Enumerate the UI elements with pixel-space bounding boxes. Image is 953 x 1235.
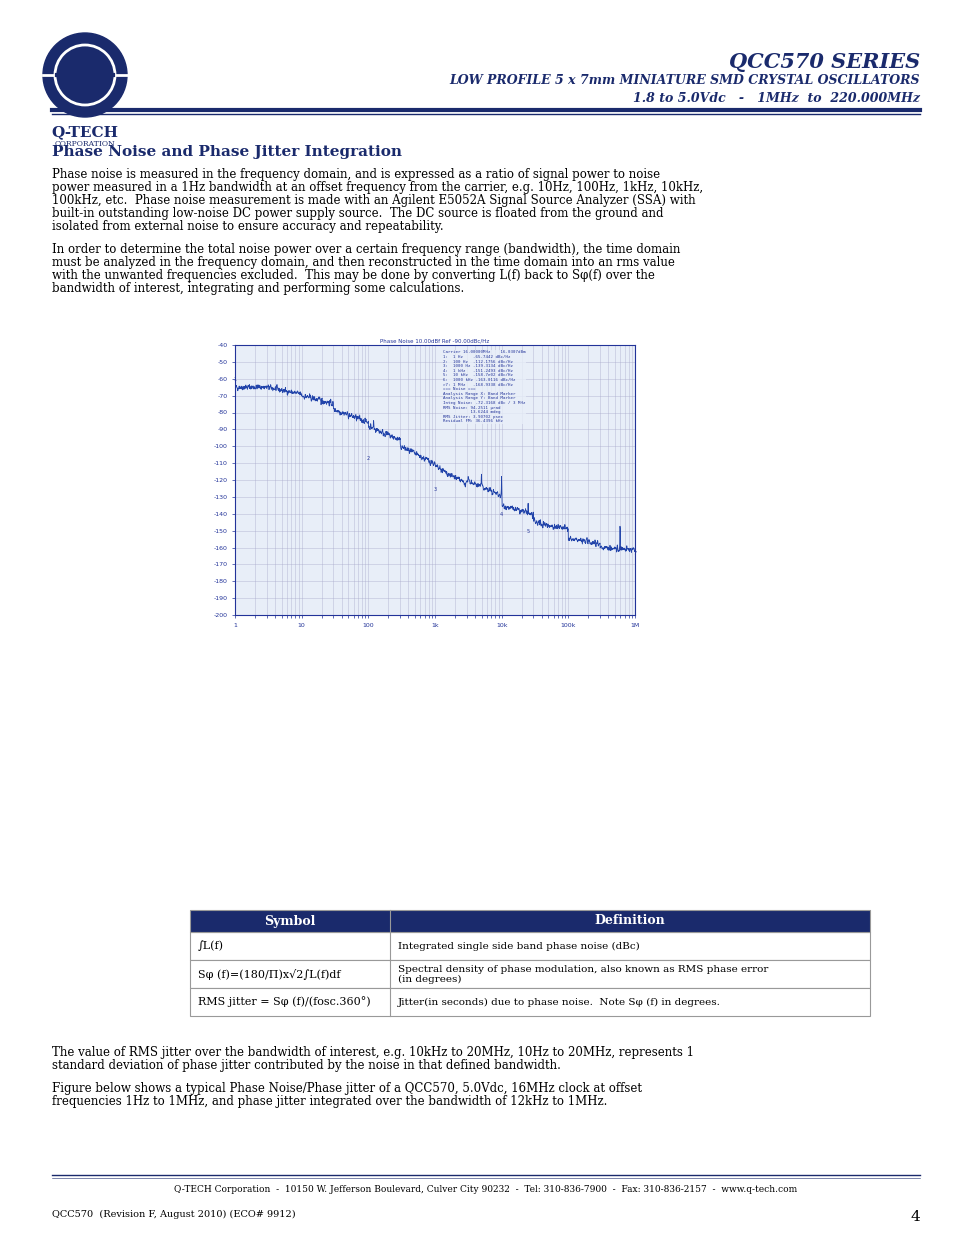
Text: Symbol: Symbol xyxy=(264,914,315,927)
Text: 4: 4 xyxy=(499,513,502,517)
Text: bandwidth of interest, integrating and performing some calculations.: bandwidth of interest, integrating and p… xyxy=(52,282,464,295)
Text: with the unwanted frequencies excluded.  This may be done by converting L(f) bac: with the unwanted frequencies excluded. … xyxy=(52,269,654,282)
Text: isolated from external noise to ensure accuracy and repeatability.: isolated from external noise to ensure a… xyxy=(52,220,443,233)
Circle shape xyxy=(43,33,127,117)
Text: ∫L(f): ∫L(f) xyxy=(198,941,224,951)
Text: 3: 3 xyxy=(433,487,436,492)
Text: Sφ (f)=(180/Π)x√2∫L(f)df: Sφ (f)=(180/Π)x√2∫L(f)df xyxy=(198,968,340,979)
Text: built-in outstanding low-noise DC power supply source.  The DC source is floated: built-in outstanding low-noise DC power … xyxy=(52,207,662,220)
Text: LOW PROFILE 5 x 7mm MINIATURE SMD CRYSTAL OSCILLATORS: LOW PROFILE 5 x 7mm MINIATURE SMD CRYSTA… xyxy=(449,74,919,86)
Text: (in degrees): (in degrees) xyxy=(397,974,461,983)
Bar xyxy=(190,932,869,960)
Text: Q-TECH Corporation  -  10150 W. Jefferson Boulevard, Culver City 90232  -  Tel: : Q-TECH Corporation - 10150 W. Jefferson … xyxy=(174,1186,797,1194)
Text: 4: 4 xyxy=(909,1210,919,1224)
Text: Jitter(in seconds) due to phase noise.  Note Sφ (f) in degrees.: Jitter(in seconds) due to phase noise. N… xyxy=(397,998,720,1007)
Text: frequencies 1Hz to 1MHz, and phase jitter integrated over the bandwidth of 12kHz: frequencies 1Hz to 1MHz, and phase jitte… xyxy=(52,1095,607,1108)
Text: In order to determine the total noise power over a certain frequency range (band: In order to determine the total noise po… xyxy=(52,243,679,256)
Text: QCC570  (Revision F, August 2010) (ECO# 9912): QCC570 (Revision F, August 2010) (ECO# 9… xyxy=(52,1210,295,1219)
Text: Spectral density of phase modulation, also known as RMS phase error: Spectral density of phase modulation, al… xyxy=(397,965,767,973)
Text: RMS jitter = Sφ (f)/(fosc.360°): RMS jitter = Sφ (f)/(fosc.360°) xyxy=(198,997,370,1008)
Text: must be analyzed in the frequency domain, and then reconstructed in the time dom: must be analyzed in the frequency domain… xyxy=(52,256,674,269)
Text: Figure below shows a typical Phase Noise/Phase jitter of a QCC570, 5.0Vdc, 16MHz: Figure below shows a typical Phase Noise… xyxy=(52,1082,641,1095)
Text: Carrier 16.00000MHz    16.0307dBm
1:  1 Hz    -65.7442 dBc/Hz
2:  100 Hz  -112.1: Carrier 16.00000MHz 16.0307dBm 1: 1 Hz -… xyxy=(442,351,525,424)
Text: QCC570 SERIES: QCC570 SERIES xyxy=(728,52,919,72)
Text: 6: 6 xyxy=(618,546,621,551)
Text: 1: 1 xyxy=(233,377,236,382)
Text: Integrated single side band phase noise (dBc): Integrated single side band phase noise … xyxy=(397,941,639,951)
Text: The value of RMS jitter over the bandwidth of interest, e.g. 10kHz to 20MHz, 10H: The value of RMS jitter over the bandwid… xyxy=(52,1046,693,1058)
Text: CORPORATION: CORPORATION xyxy=(54,140,115,148)
Text: Q-TECH: Q-TECH xyxy=(51,125,118,140)
Text: standard deviation of phase jitter contributed by the noise in that defined band: standard deviation of phase jitter contr… xyxy=(52,1058,560,1072)
Bar xyxy=(190,988,869,1016)
Text: 2: 2 xyxy=(366,457,370,462)
Bar xyxy=(190,910,869,932)
Text: 5: 5 xyxy=(526,529,529,534)
Circle shape xyxy=(67,52,103,88)
Text: 100kHz, etc.  Phase noise measurement is made with an Agilent E5052A Signal Sour: 100kHz, etc. Phase noise measurement is … xyxy=(52,194,695,207)
Text: power measured in a 1Hz bandwidth at an offset frequency from the carrier, e.g. : power measured in a 1Hz bandwidth at an … xyxy=(52,182,702,194)
Text: 1.8 to 5.0Vdc   -   1MHz  to  220.000MHz: 1.8 to 5.0Vdc - 1MHz to 220.000MHz xyxy=(633,91,919,105)
Text: Definition: Definition xyxy=(594,914,664,927)
Bar xyxy=(190,960,869,988)
Text: 7: 7 xyxy=(633,551,636,556)
Text: Phase noise is measured in the frequency domain, and is expressed as a ratio of : Phase noise is measured in the frequency… xyxy=(52,168,659,182)
Title: Phase Noise 10.00dBf Ref -90.00dBc/Hz: Phase Noise 10.00dBf Ref -90.00dBc/Hz xyxy=(380,338,489,343)
Text: Phase Noise and Phase Jitter Integration: Phase Noise and Phase Jitter Integration xyxy=(52,144,401,159)
